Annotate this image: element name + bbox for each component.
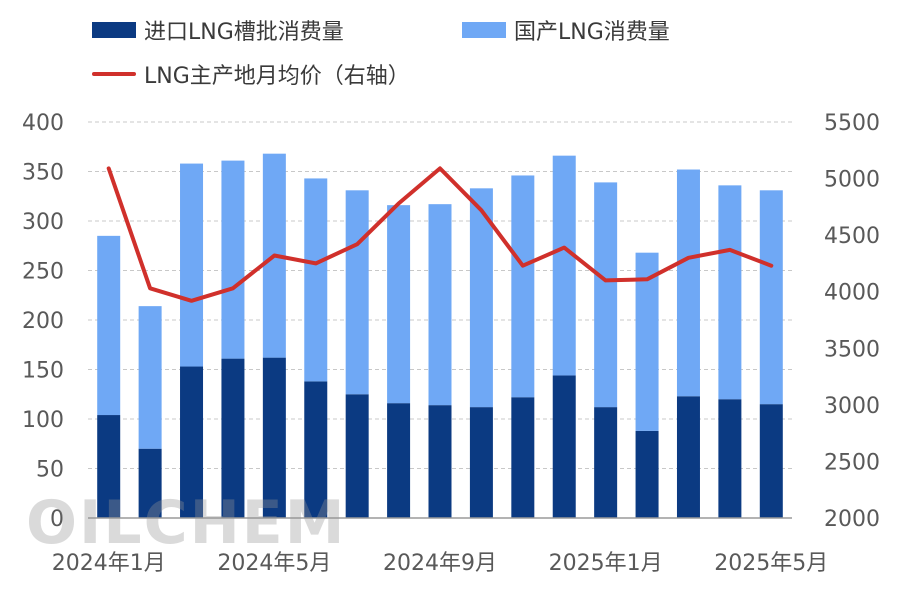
legend-label-domestic: 国产LNG消费量 (514, 20, 670, 45)
bar-domestic (469, 188, 493, 408)
y-right-tick-label: 3000 (824, 394, 880, 419)
legend-item-price: LNG主产地月均价（右轴） (92, 58, 410, 90)
y-right-tick-label: 4000 (824, 281, 880, 306)
bar-import (138, 448, 162, 518)
bar-import (635, 430, 659, 518)
legend: 进口LNG槽批消费量 国产LNG消费量 LNG主产地月均价（右轴） (0, 0, 900, 110)
bar-domestic (718, 185, 742, 400)
legend-swatch-price (92, 72, 136, 76)
bar-domestic (635, 252, 659, 431)
x-tick-label: 2024年9月 (383, 551, 497, 576)
bar-domestic (552, 155, 576, 376)
bar-import (262, 357, 286, 518)
bar-import (428, 405, 452, 518)
legend-swatch-domestic (462, 22, 506, 38)
bar-import (304, 381, 328, 518)
y-left-tick-label: 50 (36, 458, 64, 483)
x-tick-label: 2024年1月 (52, 551, 166, 576)
y-right-tick-label: 5500 (824, 111, 880, 136)
y-left-tick-label: 200 (22, 309, 64, 334)
y-right-tick-label: 4500 (824, 224, 880, 249)
bar-domestic (511, 175, 535, 398)
legend-item-domestic: 国产LNG消费量 (462, 14, 670, 46)
y-right-tick-label: 5000 (824, 168, 880, 193)
legend-label-import: 进口LNG槽批消费量 (144, 20, 344, 45)
watermark-logo: OILCHEM (26, 488, 347, 558)
y-right-tick-label: 3500 (824, 337, 880, 362)
y-left-tick-label: 400 (22, 111, 64, 136)
bar-import (511, 397, 535, 518)
bar-domestic (221, 160, 245, 359)
bar-import (469, 407, 493, 518)
bar-import (180, 366, 204, 518)
bar-domestic (594, 182, 618, 408)
bar-import (759, 404, 783, 518)
y-right-tick-label: 2000 (824, 507, 880, 532)
x-tick-label: 2024年5月 (217, 551, 331, 576)
y-left-tick-label: 250 (22, 260, 64, 285)
bar-domestic (304, 178, 328, 382)
y-left-tick-label: 300 (22, 210, 64, 235)
bar-domestic (138, 306, 162, 449)
bar-domestic (345, 190, 369, 395)
bar-import (594, 407, 618, 518)
bar-domestic (97, 235, 121, 416)
bar-domestic (676, 169, 700, 397)
bar-import (387, 403, 411, 518)
legend-label-price: LNG主产地月均价（右轴） (144, 64, 410, 89)
bar-domestic (387, 205, 411, 404)
y-right-tick-label: 2500 (824, 450, 880, 475)
x-tick-label: 2025年1月 (549, 551, 663, 576)
x-tick-label: 2025年5月 (714, 551, 828, 576)
legend-swatch-import (92, 22, 136, 38)
bar-domestic (180, 163, 204, 367)
y-left-tick-label: 350 (22, 161, 64, 186)
bar-domestic (428, 204, 452, 406)
bar-import (345, 394, 369, 518)
bar-import (718, 399, 742, 518)
y-left-tick-label: 100 (22, 408, 64, 433)
bar-domestic (759, 190, 783, 405)
bar-import (552, 375, 576, 518)
y-left-tick-label: 0 (50, 507, 64, 532)
bar-import (97, 415, 121, 518)
bar-import (221, 358, 245, 518)
y-left-tick-label: 150 (22, 359, 64, 384)
bar-import (676, 396, 700, 518)
legend-item-import: 进口LNG槽批消费量 (92, 14, 344, 46)
